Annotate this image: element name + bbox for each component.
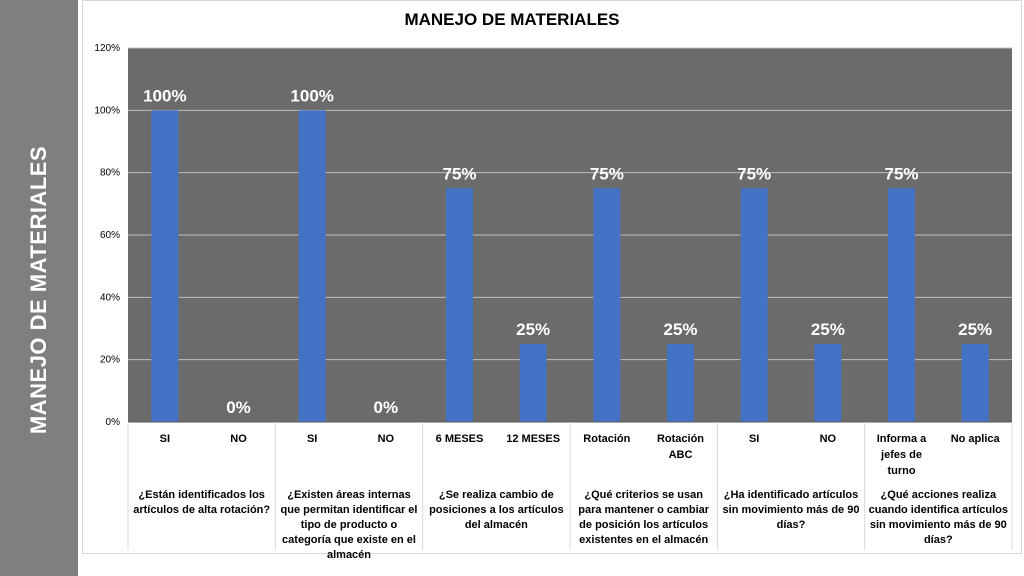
y-tick-label: 80% [100, 168, 120, 179]
bar [519, 344, 547, 422]
chart-title: MANEJO DE MATERIALES [404, 10, 620, 29]
bar [151, 110, 179, 422]
bar [961, 344, 989, 422]
category-label: SI [160, 433, 170, 445]
category-label: NO [820, 433, 837, 445]
group-label: ¿Ha identificado artículos sin movimiento… [723, 489, 860, 531]
data-label: 75% [737, 164, 771, 183]
bar [740, 188, 768, 422]
category-label: No aplica [951, 433, 1001, 445]
group-label: ¿Se realiza cambio de posiciones a los ar… [429, 489, 564, 531]
group-label: ¿Qué acciones realiza cuando identifica a… [869, 489, 1008, 546]
bar [888, 188, 915, 422]
category-label: 12 MESES [506, 433, 560, 445]
y-tick-label: 0% [106, 417, 121, 428]
category-label: Informa a jefes de turno [877, 433, 927, 477]
bar [814, 344, 842, 422]
category-label: NO [230, 433, 247, 445]
y-tick-label: 60% [100, 230, 120, 241]
sidebar: MANEJO DE MATERIALES [0, 0, 78, 576]
bar [446, 188, 473, 422]
data-label: 25% [811, 320, 845, 339]
category-label: Rotación ABC [657, 433, 704, 461]
category-label: SI [749, 433, 759, 445]
bar [593, 188, 621, 422]
data-label: 0% [374, 398, 399, 417]
data-label: 0% [226, 398, 251, 417]
bar [667, 344, 694, 422]
category-label: Rotación [583, 433, 630, 445]
y-tick-label: 40% [100, 292, 120, 303]
data-label: 25% [516, 320, 550, 339]
data-label: 25% [663, 320, 697, 339]
data-label: 100% [143, 86, 186, 105]
y-tick-label: 120% [94, 43, 120, 54]
data-label: 25% [958, 320, 992, 339]
category-label: 6 MESES [436, 433, 484, 445]
data-label: 100% [290, 86, 333, 105]
data-label: 75% [442, 164, 476, 183]
y-tick-label: 100% [94, 105, 120, 116]
data-label: 75% [590, 164, 624, 183]
group-label: ¿Qué criterios se usan para mantener o ca… [578, 489, 710, 546]
category-label: NO [378, 433, 395, 445]
data-label: 75% [884, 164, 918, 183]
group-label: ¿Existen áreas internas que permitan iden… [281, 489, 418, 561]
bar [298, 110, 326, 422]
y-tick-label: 20% [100, 355, 120, 366]
category-label: SI [307, 433, 317, 445]
group-label: ¿Están identificados los artículos de alt… [133, 489, 270, 516]
